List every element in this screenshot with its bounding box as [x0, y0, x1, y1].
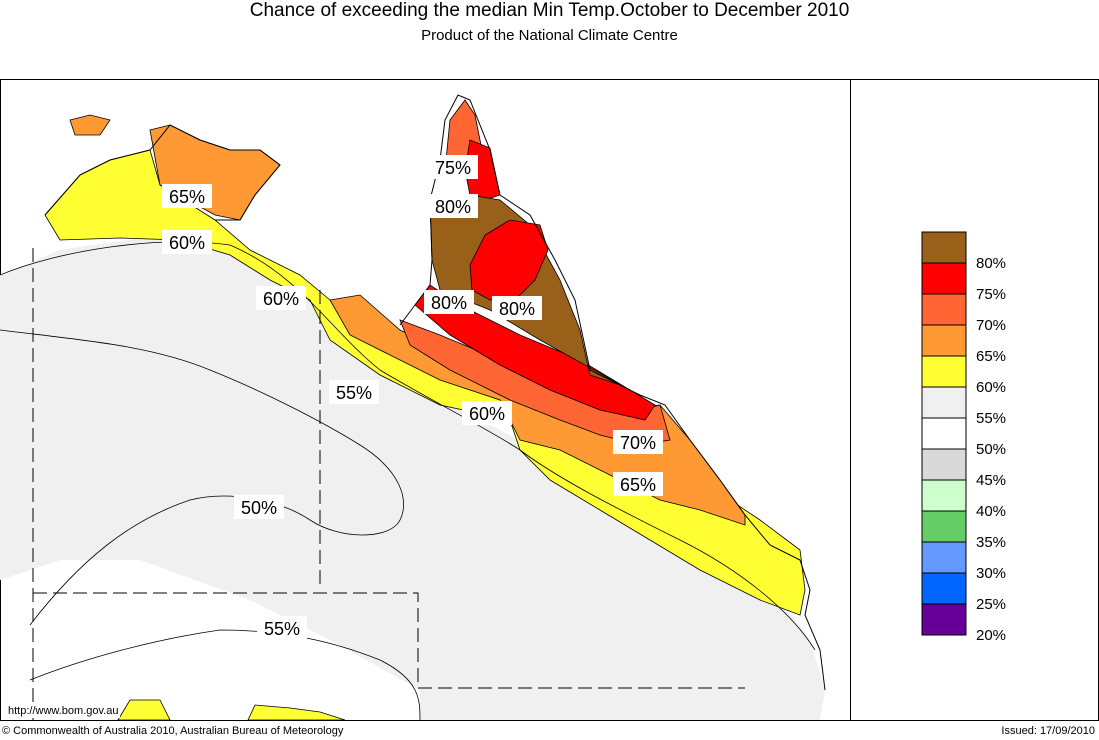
- map-subtitle: Product of the National Climate Centre: [421, 27, 678, 44]
- legend-label: 30%: [976, 565, 1006, 582]
- label-55-mid: 55%: [329, 380, 379, 404]
- field-55: [0, 235, 825, 720]
- svg-text:65%: 65%: [169, 187, 205, 207]
- legend-swatch: [921, 324, 967, 357]
- legend-swatch: [921, 386, 967, 419]
- coast-nt: [44, 124, 281, 221]
- svg-text:70%: 70%: [620, 433, 656, 453]
- field-60-south-2: [247, 704, 346, 721]
- label-50: 50%: [234, 495, 284, 519]
- svg-text:50%: 50%: [241, 498, 277, 518]
- svg-text:75%: 75%: [435, 158, 471, 178]
- label-80-west: 80%: [424, 290, 474, 314]
- label-80-north: 80%: [428, 194, 478, 218]
- field-65-islands: [69, 114, 111, 136]
- legend-swatch: [921, 510, 967, 543]
- label-55-south: 55%: [257, 616, 307, 640]
- field-60-south-1: [117, 699, 171, 721]
- border-nt-sa: [33, 592, 745, 689]
- label-70-east: 70%: [613, 430, 663, 454]
- field-60: [44, 149, 806, 616]
- legend-swatch: [921, 355, 967, 388]
- legend-swatch: [921, 417, 967, 450]
- svg-text:80%: 80%: [435, 197, 471, 217]
- field-75-inner: [469, 219, 549, 301]
- legend-label: 80%: [976, 255, 1006, 272]
- legend-swatch: [921, 603, 967, 636]
- legend-label: 55%: [976, 410, 1006, 427]
- svg-text:80%: 80%: [499, 299, 535, 319]
- label-80-east: 80%: [492, 296, 542, 320]
- legend-frame: [850, 79, 1099, 721]
- svg-text:60%: 60%: [169, 233, 205, 253]
- legend-label: 70%: [976, 317, 1006, 334]
- legend-swatch: [921, 262, 967, 295]
- map-title: Chance of exceeding the median Min Temp.…: [249, 0, 850, 21]
- legend-swatch: [921, 293, 967, 326]
- copyright-text: © Commonwealth of Australia 2010, Austra…: [2, 725, 344, 737]
- legend-swatch: [921, 448, 967, 481]
- legend-label: 40%: [976, 503, 1006, 520]
- issued-date: Issued: 17/09/2010: [1001, 725, 1095, 737]
- state-borders: [32, 248, 745, 720]
- svg-text:60%: 60%: [469, 404, 505, 424]
- svg-text:55%: 55%: [336, 383, 372, 403]
- label-65-west: 65%: [162, 184, 212, 208]
- legend-label: 65%: [976, 348, 1006, 365]
- label-60-mid: 60%: [256, 286, 306, 310]
- svg-text:65%: 65%: [620, 475, 656, 495]
- legend-label: 25%: [976, 596, 1006, 613]
- label-60-west: 60%: [162, 230, 212, 254]
- legend-label: 75%: [976, 286, 1006, 303]
- legend-label: 45%: [976, 472, 1006, 489]
- contour-50: [0, 329, 404, 626]
- svg-text:80%: 80%: [431, 293, 467, 313]
- label-65-east: 65%: [613, 472, 663, 496]
- legend-label: 20%: [976, 627, 1006, 644]
- legend-swatch: [921, 541, 967, 574]
- label-60-east: 60%: [462, 401, 512, 425]
- legend-label: 50%: [976, 441, 1006, 458]
- svg-text:55%: 55%: [264, 619, 300, 639]
- legend-label: 35%: [976, 534, 1006, 551]
- svg-text:60%: 60%: [263, 289, 299, 309]
- legend-swatch: [921, 479, 967, 512]
- coastline: [44, 94, 826, 691]
- coast-cape-york: [399, 94, 826, 691]
- legend: 80% 75% 70% 65% 60% 55% 50% 45% 40% 35% 30% 25% 20%: [921, 231, 1006, 644]
- contour-labels: 65% 60% 60% 75% 80% 80% 80% 55% 60% 70% …: [162, 155, 663, 640]
- source-url: http://www.bom.gov.au: [6, 704, 121, 718]
- legend-swatch: [921, 572, 967, 605]
- label-75-north: 75%: [428, 155, 478, 179]
- legend-label: 60%: [976, 379, 1006, 396]
- legend-swatch: [921, 231, 967, 264]
